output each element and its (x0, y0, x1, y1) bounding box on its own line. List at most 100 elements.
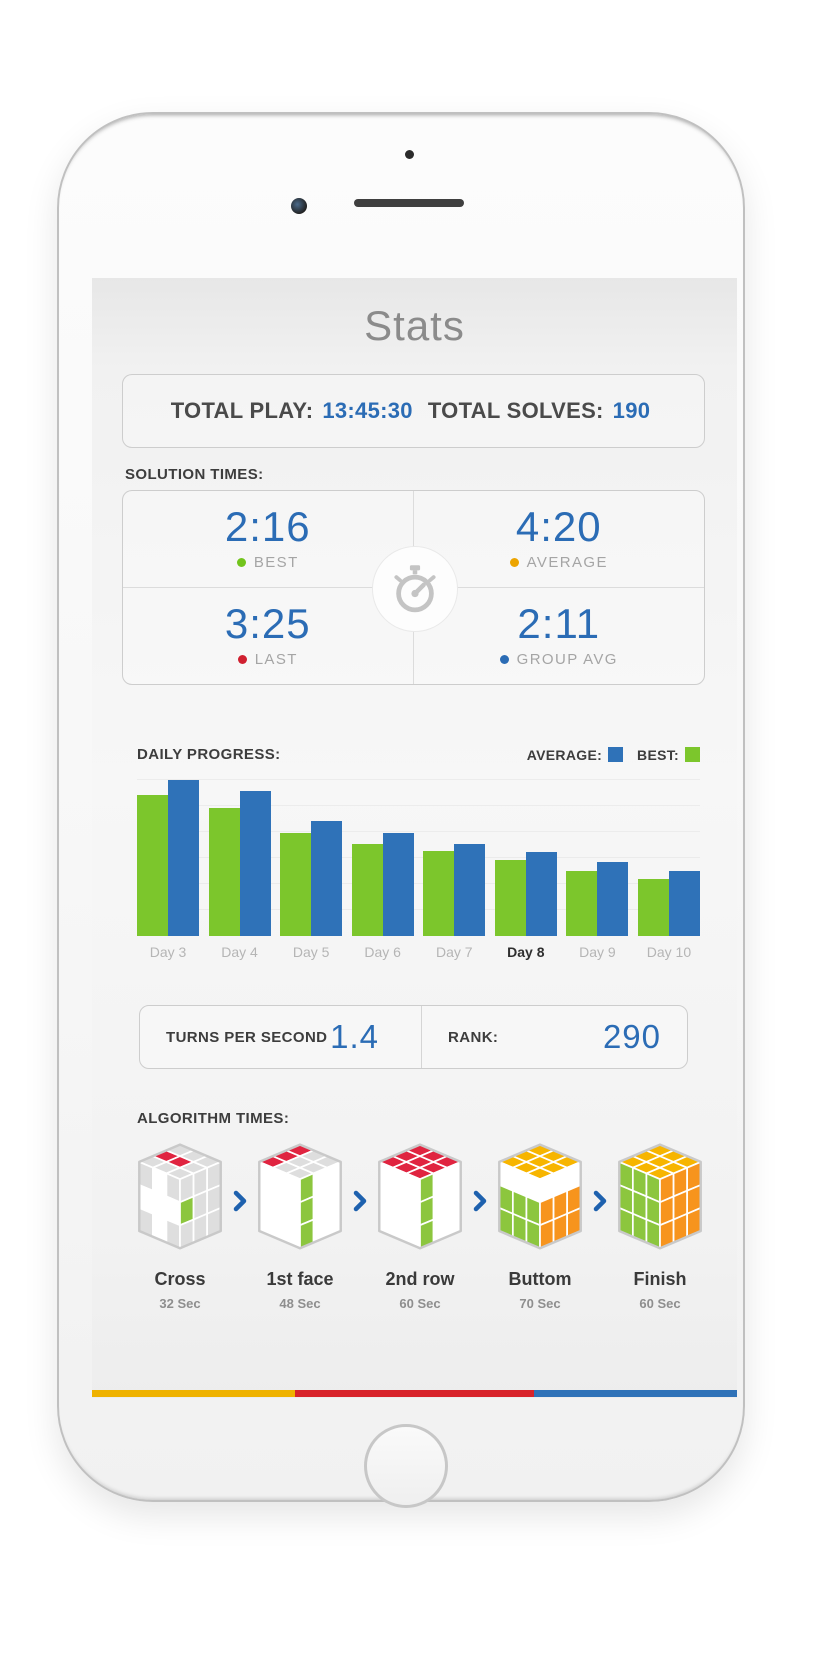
earpiece-speaker (354, 199, 464, 207)
best-bar (208, 808, 240, 936)
bar-group-day-10[interactable] (637, 871, 700, 936)
chevron-right-icon (592, 1189, 608, 1213)
chart-gridline (137, 857, 700, 858)
algorithm-step-buttom: Buttom 70 Sec (488, 1136, 592, 1311)
average-bar (382, 833, 414, 936)
stat-color-dot (509, 558, 519, 568)
bar-group-day-5[interactable] (280, 821, 343, 936)
average-bar (239, 791, 271, 936)
daily-progress-chart (137, 778, 700, 936)
legend-item: AVERAGE: (527, 747, 624, 763)
stat-value: 4:20 (515, 503, 602, 551)
stat-label: AVERAGE (526, 554, 608, 572)
chart-gridline (137, 909, 700, 910)
algorithm-step-finish: Finish 60 Sec (608, 1136, 712, 1311)
solution-stat-average: 4:20 AVERAGE (413, 491, 704, 588)
day-label[interactable]: Day 8 (507, 944, 545, 960)
average-bar (454, 844, 486, 936)
bar-group-day-8[interactable] (494, 852, 557, 936)
day-label[interactable]: Day 4 (221, 944, 258, 960)
total-play-label: TOTAL PLAY: (170, 398, 314, 423)
day-label[interactable]: Day 10 (646, 944, 692, 960)
day-label[interactable]: Day 7 (435, 944, 473, 960)
average-bar (525, 852, 557, 936)
phone-mockup: Stats TOTAL PLAY: 13:45:30 TOTAL SOLVES:… (57, 112, 745, 1508)
stat-color-dot (236, 558, 246, 568)
stat-value: 3:25 (224, 600, 311, 648)
turns-per-second-value: 1.4 (330, 1018, 379, 1055)
total-solves-value: 190 (612, 398, 651, 423)
cube-illustration (608, 1136, 712, 1257)
bar-group-day-9[interactable] (566, 862, 629, 936)
proximity-sensor-dot (405, 150, 414, 159)
turns-per-second-cell: TURNS PER SECOND 1.4 (140, 1006, 422, 1068)
stat-color-dot (499, 655, 509, 665)
stat-value: 2:11 (517, 600, 601, 648)
front-camera (291, 198, 307, 214)
rank-cell: RANK: 290 (422, 1006, 687, 1068)
step-name: 1st face (266, 1269, 334, 1289)
stat-value: 2:16 (224, 503, 311, 551)
total-solves-label: TOTAL SOLVES: (427, 398, 604, 423)
footer-bar-segment (295, 1390, 534, 1397)
bar-group-day-7[interactable] (423, 844, 486, 936)
stat-label: LAST (254, 651, 298, 669)
algorithm-times-heading: ALGORITHM TIMES: (137, 1110, 290, 1127)
chevron-right-icon (472, 1189, 488, 1213)
step-name: Buttom (508, 1269, 572, 1289)
cube-illustration (128, 1136, 232, 1257)
solution-times-heading: SOLUTION TIMES: (125, 466, 264, 483)
bar-group-day-4[interactable] (208, 791, 271, 936)
average-bar (668, 871, 700, 936)
average-bar (597, 862, 629, 936)
cube-illustration (368, 1136, 472, 1257)
rank-label: RANK: (448, 1028, 499, 1046)
solution-stat-last: 3:25 LAST (123, 587, 414, 684)
daily-progress-heading: DAILY PROGRESS: (137, 746, 281, 763)
step-time: 70 Sec (519, 1296, 561, 1311)
stat-label: GROUP AVG (516, 651, 618, 669)
legend-item: BEST: (637, 747, 700, 763)
legend-swatch (685, 747, 700, 762)
footer-bar-segment (92, 1390, 296, 1397)
step-name: Cross (154, 1269, 206, 1289)
step-time: 48 Sec (279, 1296, 321, 1311)
chart-gridline (137, 805, 700, 806)
day-label[interactable]: Day 3 (149, 944, 187, 960)
step-name: Finish (633, 1269, 687, 1289)
chevron-right-icon (232, 1189, 248, 1213)
turns-rank-card: TURNS PER SECOND 1.4 RANK: 290 (139, 1005, 688, 1069)
app-screen: Stats TOTAL PLAY: 13:45:30 TOTAL SOLVES:… (92, 278, 737, 1398)
best-bar (494, 860, 526, 936)
chart-legend: AVERAGE: BEST: (527, 747, 700, 763)
day-label[interactable]: Day 9 (579, 944, 616, 960)
rank-value: 290 (602, 1018, 661, 1055)
cube-illustration (488, 1136, 592, 1257)
bar-group-day-3[interactable] (137, 780, 199, 936)
turns-per-second-label: TURNS PER SECOND (166, 1028, 328, 1046)
best-bar (137, 795, 168, 936)
average-bar (311, 821, 343, 936)
cube-illustration (248, 1136, 352, 1257)
best-bar (566, 871, 598, 936)
page-title: Stats (364, 302, 465, 349)
algorithm-steps: Cross 32 Sec 1st face 48 Sec 2nd row 60 Sec Bu… (128, 1136, 702, 1311)
algorithm-step-cross: Cross 32 Sec (128, 1136, 232, 1311)
day-label[interactable]: Day 5 (292, 944, 330, 960)
step-time: 60 Sec (399, 1296, 441, 1311)
stopwatch-icon (371, 545, 458, 632)
home-button (364, 1424, 448, 1508)
day-label[interactable]: Day 6 (364, 944, 401, 960)
solution-stat-group-avg: 2:11 GROUP AVG (414, 588, 705, 685)
best-bar (351, 844, 383, 936)
algorithm-step-2nd-row: 2nd row 60 Sec (368, 1136, 472, 1311)
legend-swatch (608, 747, 624, 762)
footer-bar-segment (533, 1390, 737, 1397)
bar-group-day-6[interactable] (351, 833, 414, 936)
best-bar (423, 851, 455, 936)
chart-gridline (137, 883, 700, 884)
stat-color-dot (237, 655, 247, 665)
total-play-value: 13:45:30 (322, 398, 413, 423)
best-bar (280, 833, 312, 936)
algorithm-step-1st-face: 1st face 48 Sec (248, 1136, 352, 1311)
